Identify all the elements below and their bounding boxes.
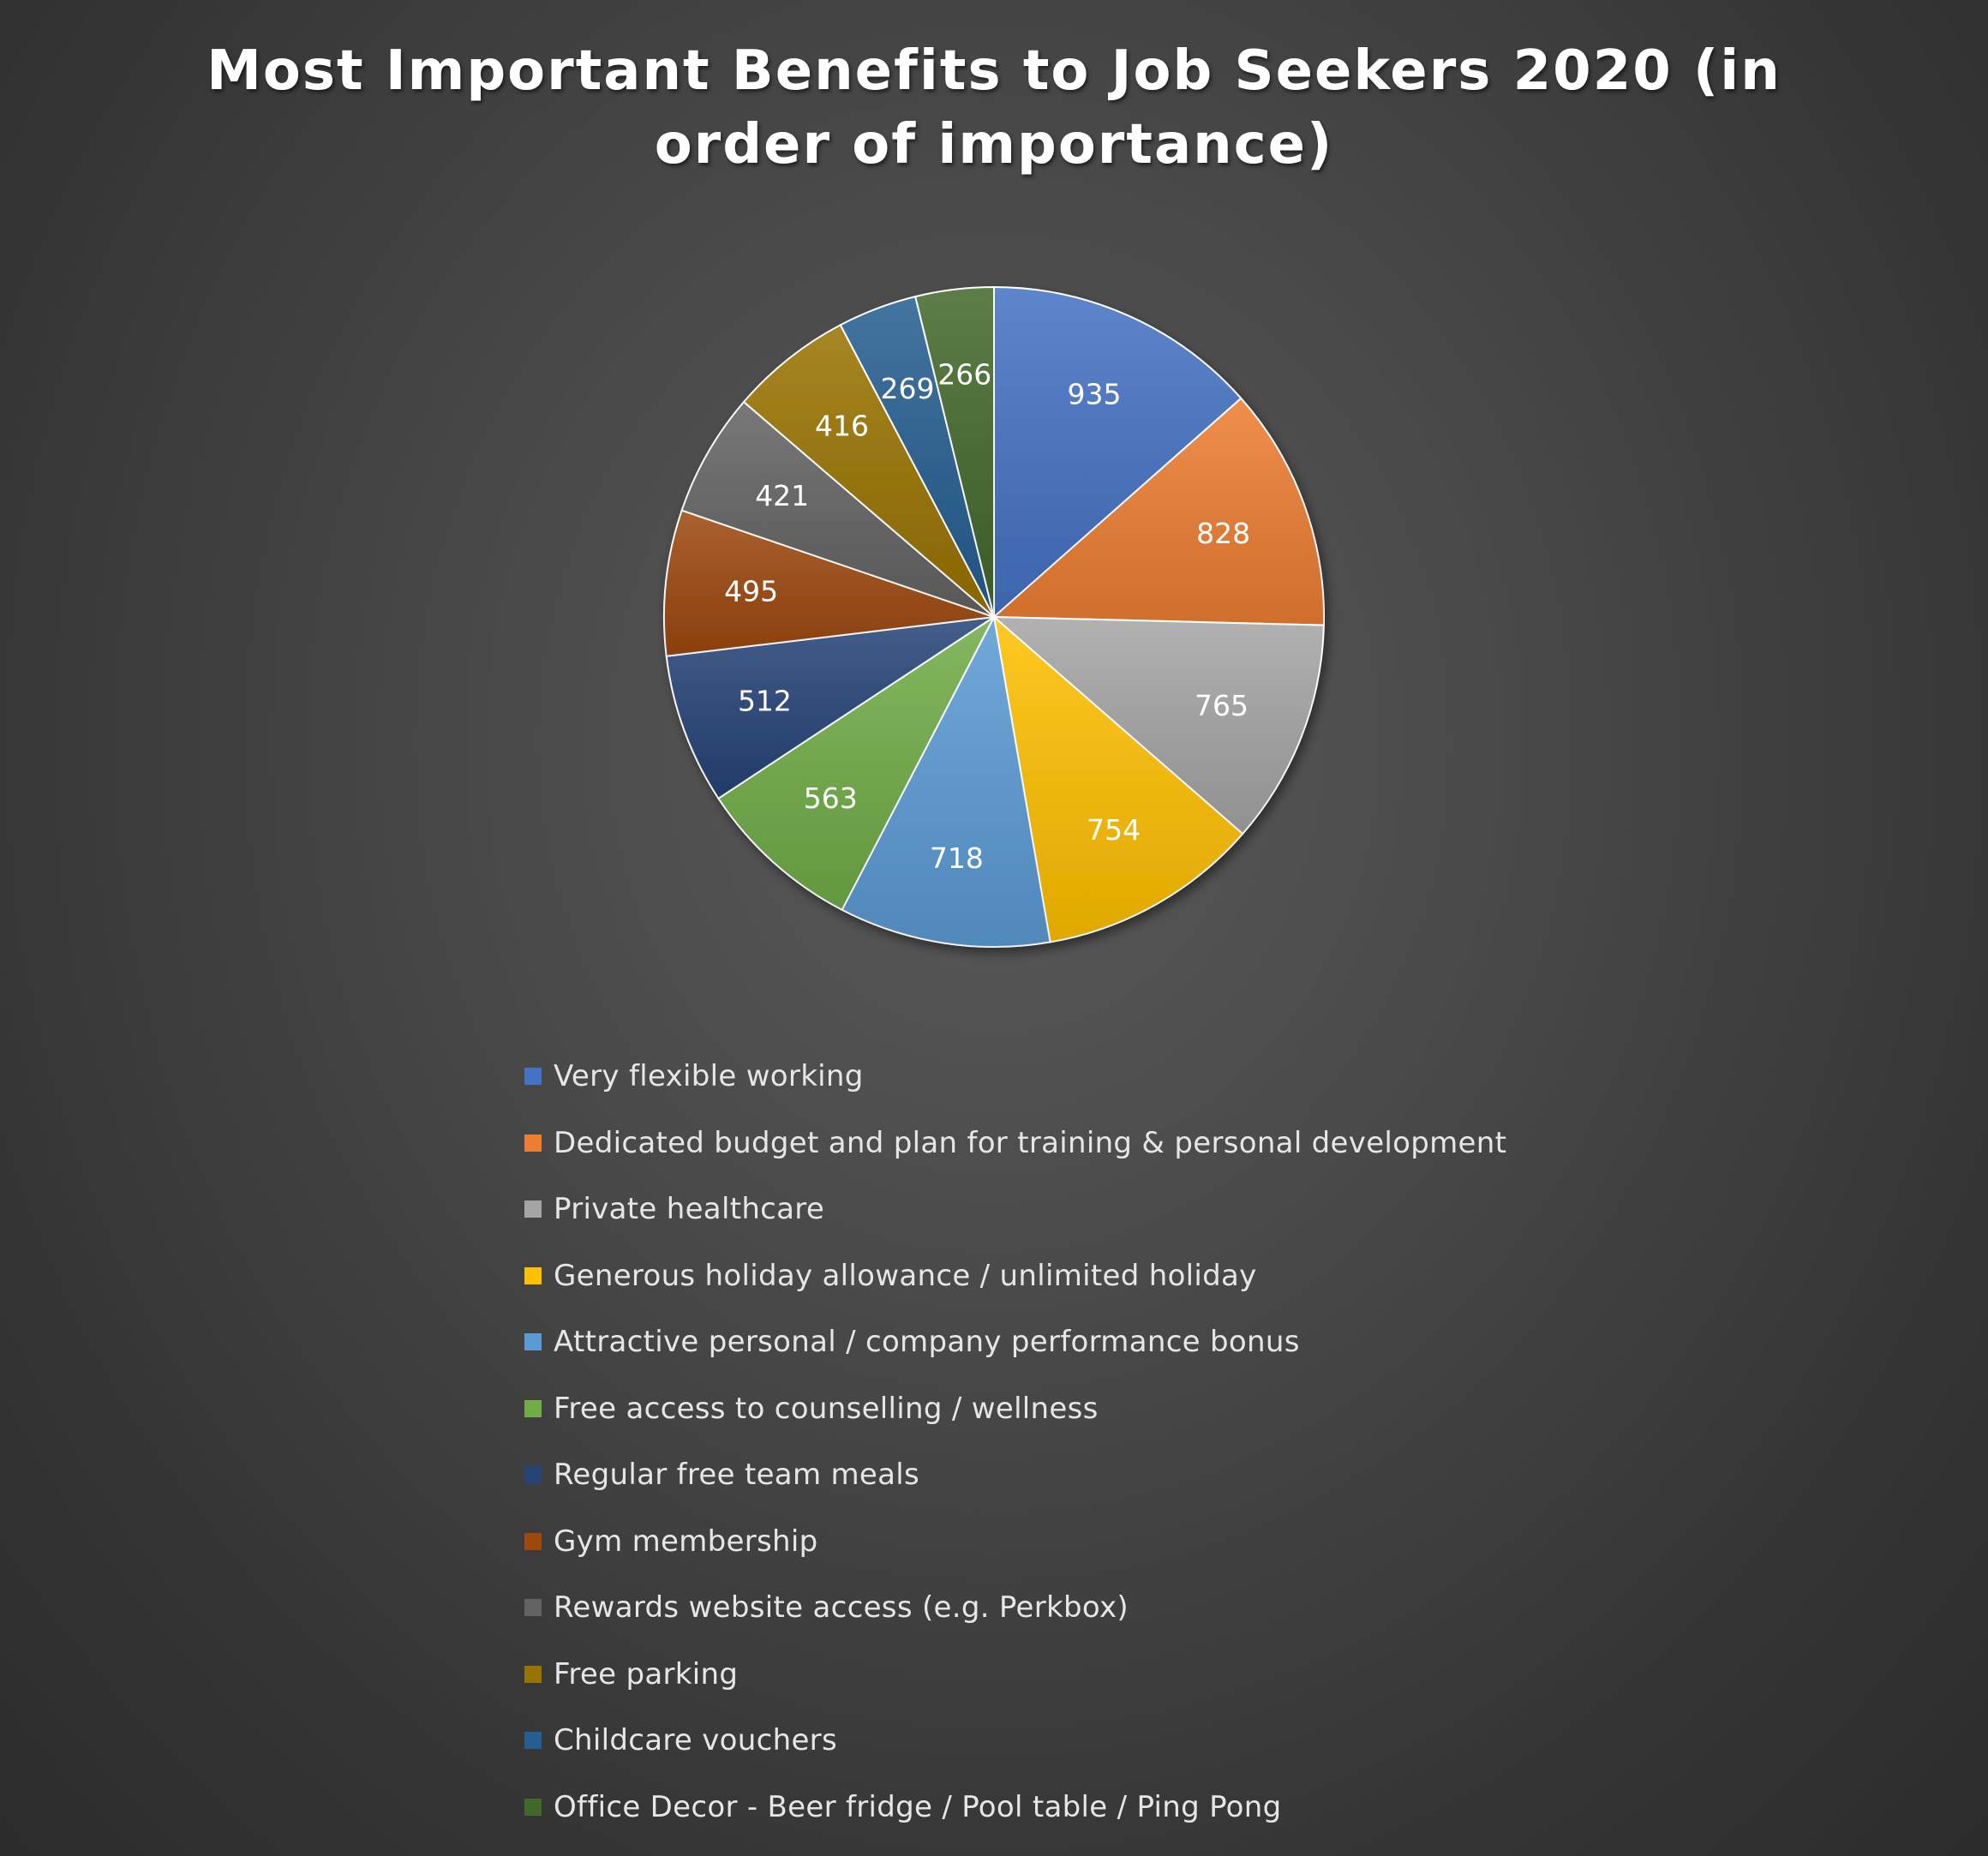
- legend-item-5: Attractive personal / company performanc…: [524, 1316, 1300, 1368]
- legend-label: Dedicated budget and plan for training &…: [554, 1125, 1507, 1160]
- legend-item-6: Free access to counselling / wellness: [524, 1383, 1099, 1434]
- legend-label: Office Decor - Beer fridge / Pool table …: [554, 1789, 1282, 1824]
- pie-slice-9: [680, 400, 995, 618]
- pie-slice-7: [665, 616, 995, 800]
- legend-swatch: [524, 1599, 542, 1616]
- legend-label: Very flexible working: [554, 1059, 864, 1093]
- pie-slice-1: [993, 285, 1242, 620]
- pie-slice-2: [991, 397, 1325, 626]
- data-label-11: 269: [880, 372, 934, 405]
- legend-item-11: Childcare vouchers: [524, 1715, 837, 1766]
- legend-label: Gym membership: [554, 1524, 818, 1559]
- legend-label: Free parking: [554, 1656, 739, 1691]
- legend-swatch: [524, 1466, 542, 1483]
- pie-slice-10: [742, 323, 995, 618]
- legend-label: Generous holiday allowance / unlimited h…: [554, 1258, 1257, 1293]
- legend-item-10: Free parking: [524, 1649, 738, 1700]
- pie-slice-8: [663, 509, 995, 657]
- legend-swatch: [524, 1798, 542, 1816]
- data-label-5: 718: [930, 841, 984, 875]
- legend-label: Private healthcare: [554, 1192, 825, 1226]
- pie-slice-3: [991, 615, 1325, 835]
- legend-swatch: [524, 1200, 542, 1218]
- legend-item-1: Very flexible working: [524, 1051, 864, 1102]
- legend-swatch: [524, 1732, 542, 1749]
- data-label-7: 512: [738, 684, 792, 717]
- legend-swatch: [524, 1665, 542, 1683]
- legend-swatch: [524, 1333, 542, 1350]
- legend-swatch: [524, 1399, 542, 1417]
- data-label-8: 495: [724, 575, 778, 608]
- pie-slice-4: [992, 614, 1244, 943]
- legend-item-2: Dedicated budget and plan for training &…: [524, 1117, 1506, 1169]
- legend-label: Rewards website access (e.g. Perkbox): [554, 1590, 1129, 1625]
- legend-swatch: [524, 1134, 542, 1152]
- data-label-12: 266: [937, 358, 991, 392]
- pie-slice-12: [913, 285, 995, 618]
- legend-swatch: [524, 1532, 542, 1550]
- legend-item-3: Private healthcare: [524, 1183, 824, 1235]
- data-label-1: 935: [1067, 378, 1121, 411]
- legend-label: Free access to counselling / wellness: [554, 1391, 1099, 1426]
- legend-item-4: Generous holiday allowance / unlimited h…: [524, 1250, 1257, 1302]
- chart-title: Most Important Benefits to Job Seekers 2…: [207, 39, 1781, 177]
- pie-slice-6: [717, 614, 997, 912]
- data-label-6: 563: [804, 781, 858, 815]
- pie-slice-5: [841, 614, 1051, 948]
- data-label-4: 754: [1087, 813, 1141, 847]
- legend-item-7: Regular free team meals: [524, 1449, 919, 1500]
- data-label-2: 828: [1196, 517, 1250, 550]
- legend-item-9: Rewards website access (e.g. Perkbox): [524, 1582, 1129, 1633]
- legend-item-8: Gym membership: [524, 1516, 818, 1567]
- data-label-3: 765: [1195, 689, 1248, 722]
- legend-label: Regular free team meals: [554, 1458, 920, 1492]
- legend-swatch: [524, 1266, 542, 1284]
- data-label-9: 421: [755, 479, 809, 512]
- legend-label: Attractive personal / company performanc…: [554, 1325, 1300, 1359]
- legend-item-12: Office Decor - Beer fridge / Pool table …: [524, 1781, 1282, 1833]
- legend-swatch: [524, 1068, 542, 1085]
- legend-label: Childcare vouchers: [554, 1723, 837, 1757]
- data-label-10: 416: [815, 410, 869, 443]
